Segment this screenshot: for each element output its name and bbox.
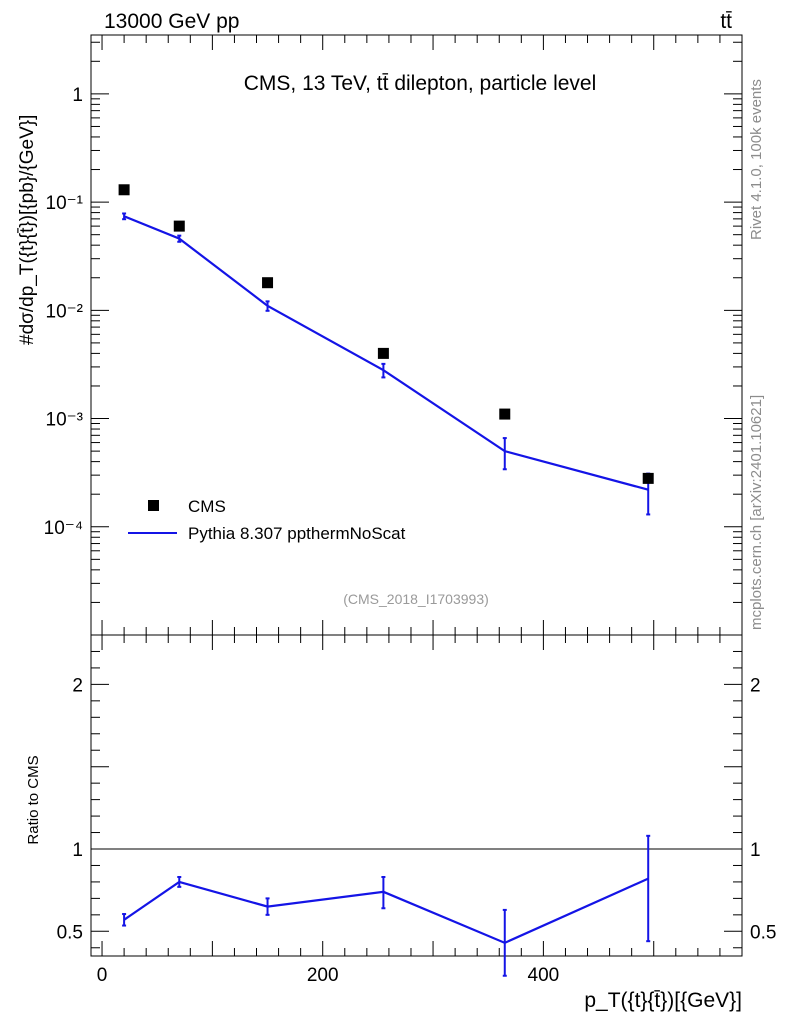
legend-mc-label: Pythia 8.307 ppthermNoScat: [188, 524, 406, 543]
header-right: tt̄: [720, 10, 732, 33]
x-tick-label: 0: [97, 965, 108, 986]
ratio-y-tick-label: 1: [72, 840, 83, 861]
main-y-tick-label: 10⁻³: [46, 410, 84, 431]
main-y-tick-label: 10⁻⁴: [44, 518, 83, 539]
legend-cms-marker: [148, 500, 159, 511]
x-tick-label: 400: [528, 965, 560, 986]
ratio-y-tick-label: 2: [72, 675, 83, 696]
mc-series: [122, 212, 651, 516]
legend: CMS Pythia 8.307 ppthermNoScat: [128, 497, 406, 543]
header-left: 13000 GeV pp: [104, 10, 239, 33]
ratio-series: [122, 834, 651, 977]
main-y-tick-label: 1: [72, 85, 83, 106]
main-y-tick-label: 10⁻²: [46, 301, 84, 322]
x-tick-labels: 0 200 400: [97, 965, 559, 986]
data-point: [118, 184, 130, 196]
ratio-axis-ticks: [91, 634, 742, 956]
main-y-tick-label: 10⁻¹: [46, 193, 84, 214]
legend-cms-label: CMS: [188, 497, 226, 516]
rivet-version-label: Rivet 4.1.0, 100k events: [748, 79, 765, 240]
ratio-y-tick-labels: 0.5 0.5 1 1 2 2: [57, 675, 777, 943]
ratio-y-tick-label: 0.5: [57, 922, 83, 943]
x-axis-label: p_T({t}{t̄})[{GeV}]: [584, 989, 742, 1012]
data-point: [173, 220, 185, 232]
main-y-axis-label-text: #dσ/dp_T({t}{t̄})[{pb}/{GeV}]: [17, 115, 38, 345]
ratio-frame: [90, 634, 743, 957]
main-panel: 10⁻⁴ 10⁻³ 10⁻² 10⁻¹ 1 CMS, 13 TeV, tt̄ dilep…: [17, 34, 743, 636]
data-series: [118, 184, 654, 484]
ratio-panel: 0.5 0.5 1 1 2 2 0 200 400 Ratio to CMS: [25, 634, 777, 986]
data-point: [642, 472, 654, 484]
source-label: mcplots.cern.ch [arXiv:2401.10621]: [748, 395, 765, 630]
main-y-tick-labels: 10⁻⁴ 10⁻³ 10⁻² 10⁻¹ 1: [44, 85, 83, 539]
x-tick-label: 200: [307, 965, 339, 986]
data-point: [377, 347, 389, 359]
ratio-y-axis-label: Ratio to CMS: [25, 755, 42, 844]
ratio-series-line: [123, 877, 649, 945]
analysis-id-label: (CMS_2018_I1703993): [343, 591, 489, 607]
main-title: CMS, 13 TeV, tt̄ dilepton, particle leve…: [244, 72, 597, 95]
main-frame: [90, 34, 743, 636]
data-point: [262, 277, 274, 289]
ratio-y-tick-label-right: 1: [750, 840, 761, 861]
main-axis-ticks: [91, 35, 742, 636]
mc-series-line: [123, 215, 649, 491]
data-point: [499, 408, 511, 420]
main-y-axis-label: #dσ/dp_T({t}{t̄})[{pb}/{GeV}]: [17, 115, 38, 345]
ratio-y-tick-label-right: 0.5: [750, 922, 776, 943]
ratio-y-tick-label-right: 2: [750, 675, 761, 696]
